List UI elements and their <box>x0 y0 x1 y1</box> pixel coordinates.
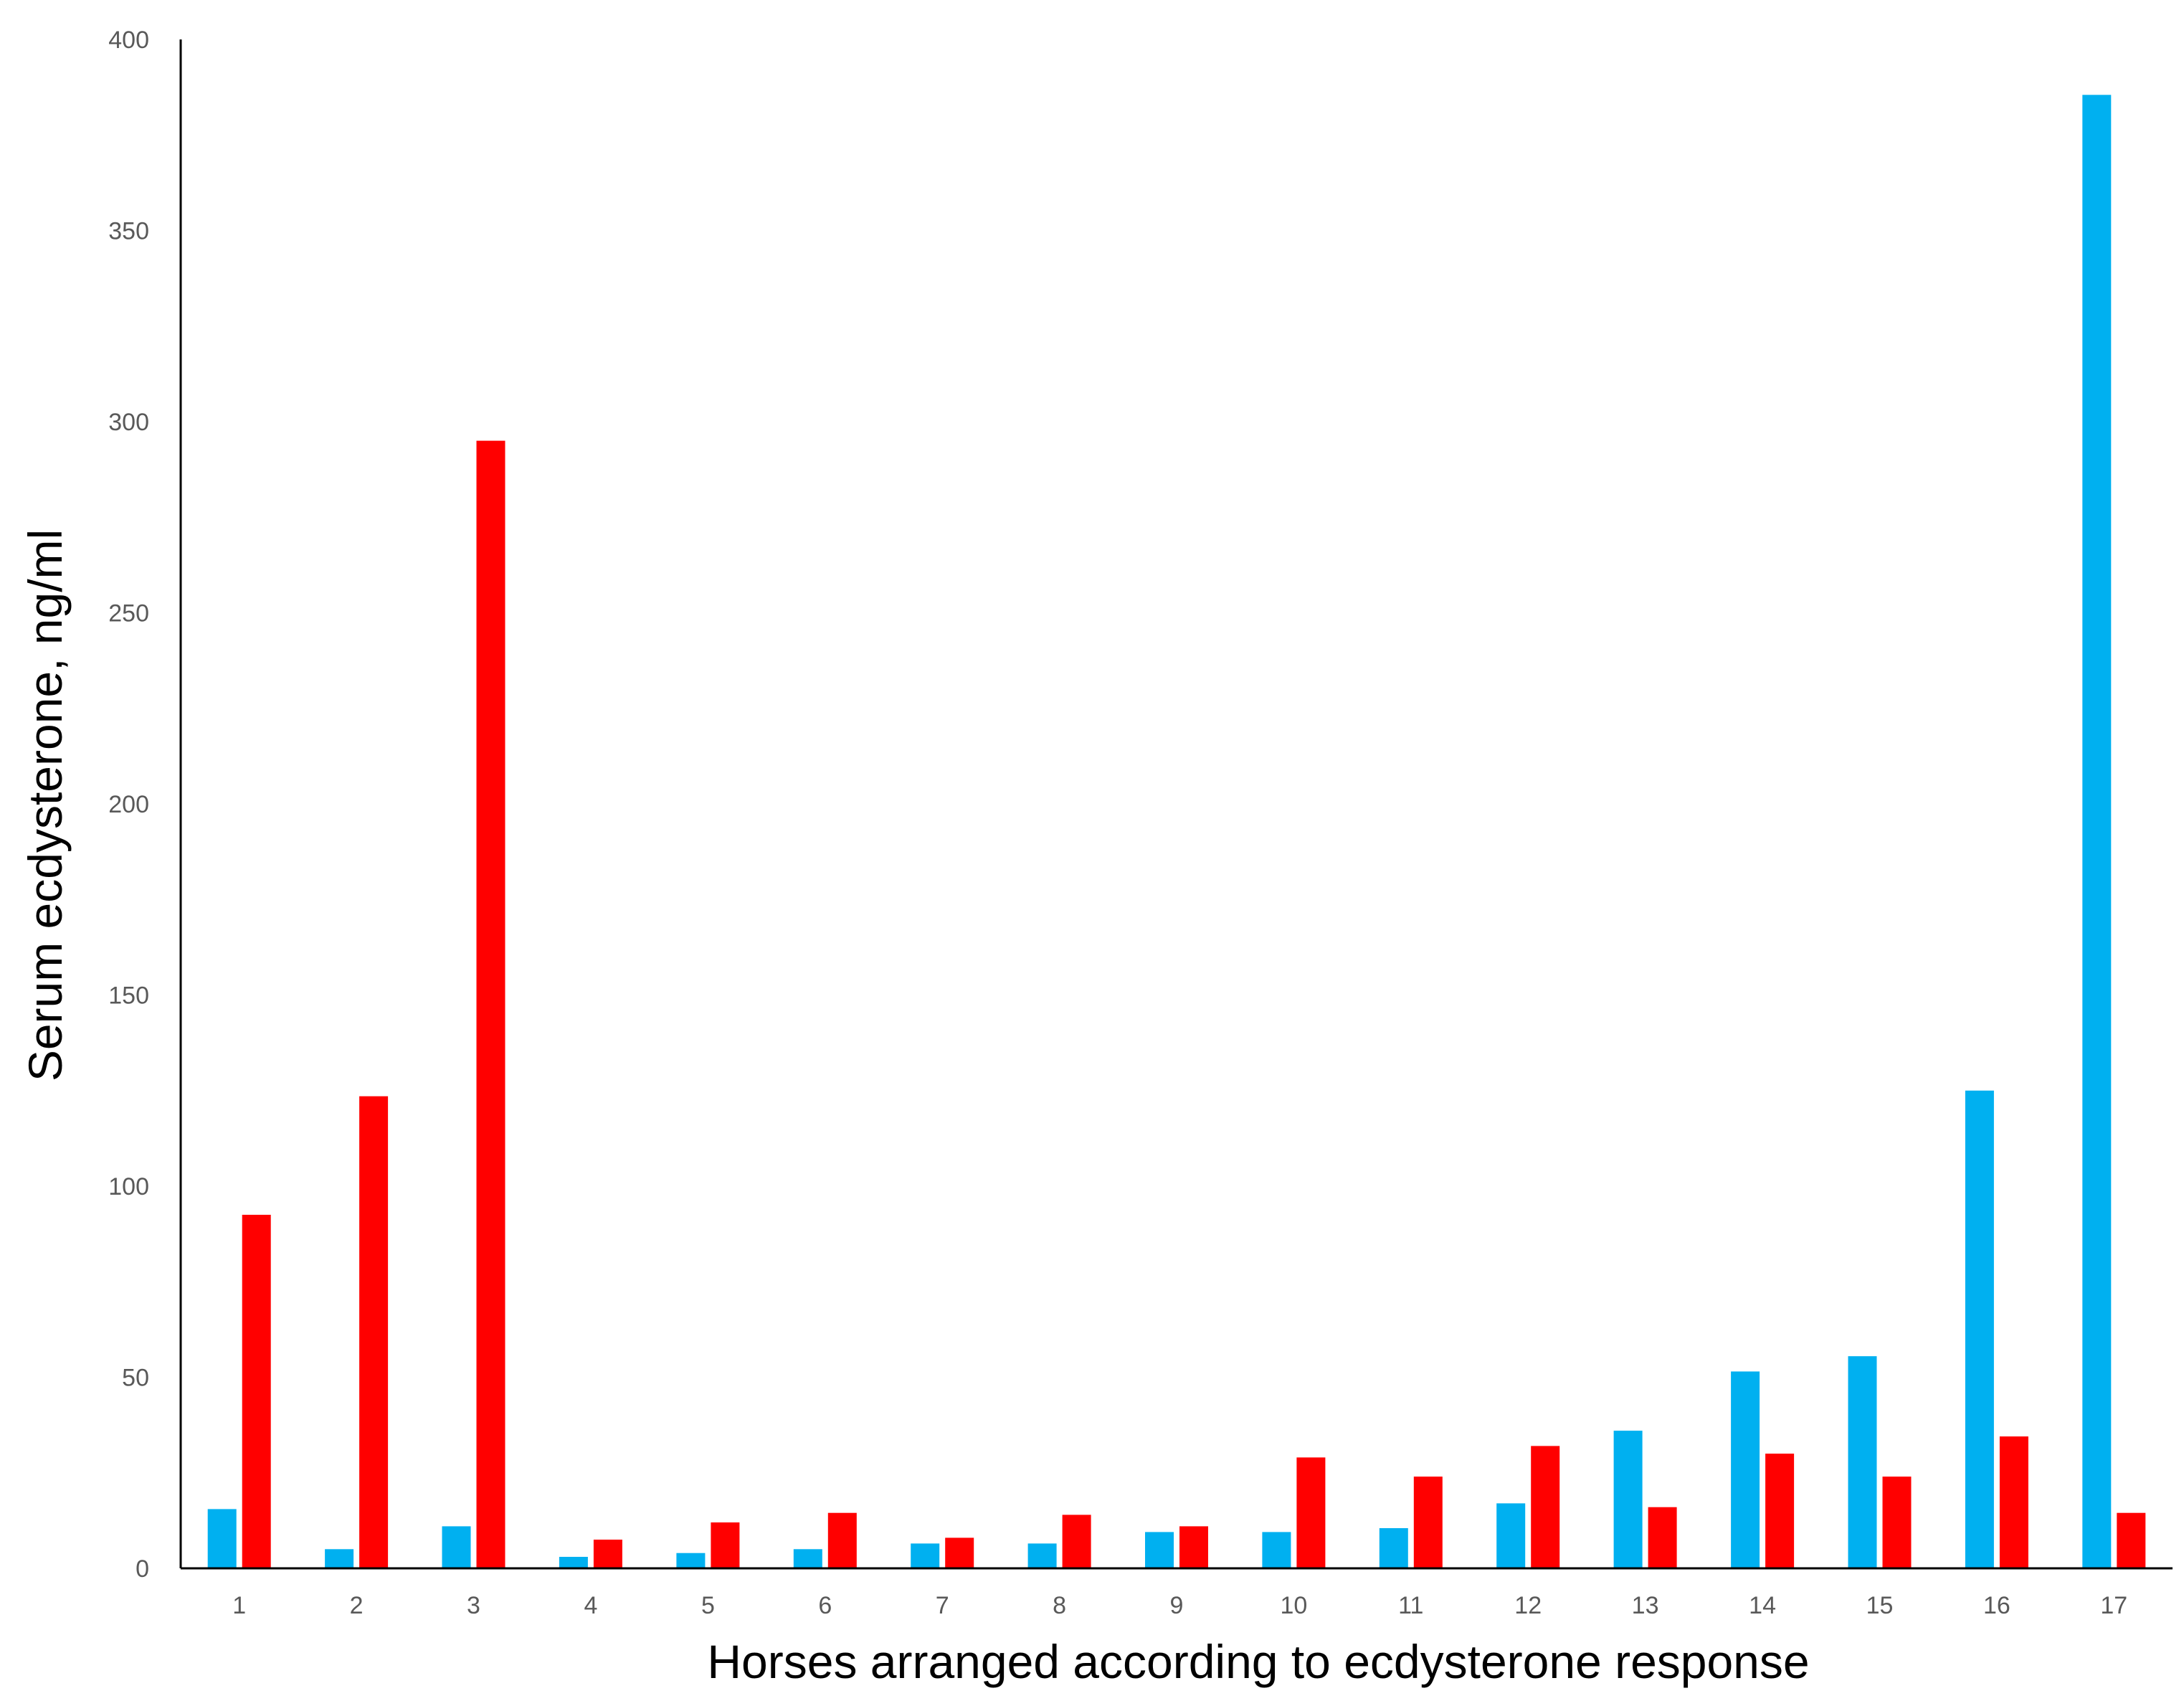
bar-series2-horse-4 <box>593 1540 622 1568</box>
y-tick-label: 200 <box>108 791 149 818</box>
bar-series2-horse-15 <box>1882 1477 1912 1568</box>
y-tick-label: 350 <box>108 218 149 245</box>
x-axis-title: Horses arranged according to ecdysterone… <box>707 1635 1809 1688</box>
x-tick-label: 7 <box>936 1592 949 1619</box>
bar-series2-horse-8 <box>1062 1515 1091 1568</box>
y-axis-title: Serum ecdysterone, ng/ml <box>19 529 72 1081</box>
x-tick-label: 9 <box>1170 1592 1184 1619</box>
bar-series1-horse-5 <box>676 1553 706 1568</box>
x-tick-label: 4 <box>584 1592 597 1619</box>
bar-series2-horse-1 <box>242 1215 271 1568</box>
y-tick-label: 250 <box>108 600 149 627</box>
bar-series1-horse-10 <box>1262 1532 1291 1568</box>
bar-series2-horse-12 <box>1531 1446 1560 1568</box>
x-tick-label: 2 <box>350 1592 364 1619</box>
bar-series1-horse-12 <box>1496 1503 1526 1568</box>
bar-series2-horse-10 <box>1296 1457 1326 1568</box>
bar-series1-horse-7 <box>911 1543 940 1568</box>
bar-series1-horse-2 <box>325 1549 354 1568</box>
bar-series1-horse-15 <box>1848 1356 1877 1568</box>
x-tick-label: 8 <box>1053 1592 1066 1619</box>
x-tick-label: 11 <box>1398 1592 1423 1619</box>
x-tick-label: 10 <box>1280 1592 1307 1619</box>
bar-series1-horse-13 <box>1613 1431 1643 1568</box>
bar-series1-horse-6 <box>793 1549 822 1568</box>
bar-series2-horse-6 <box>827 1512 857 1568</box>
bar-series2-horse-16 <box>1999 1436 2028 1568</box>
x-tick-label: 16 <box>1983 1592 2010 1619</box>
bar-series2-horse-14 <box>1765 1454 1795 1568</box>
bar-series1-horse-3 <box>442 1526 471 1568</box>
x-tick-label: 6 <box>818 1592 832 1619</box>
bar-series2-horse-17 <box>2117 1512 2146 1568</box>
x-tick-label: 5 <box>701 1592 715 1619</box>
y-tick-label: 0 <box>136 1555 149 1583</box>
bar-series2-horse-7 <box>945 1537 974 1568</box>
bars-layer <box>207 95 2146 1569</box>
x-tick-label: 1 <box>232 1592 246 1619</box>
bar-series2-horse-3 <box>476 440 505 1568</box>
bar-series1-horse-11 <box>1379 1528 1408 1568</box>
bar-series2-horse-5 <box>711 1522 740 1568</box>
bar-series1-horse-9 <box>1145 1532 1174 1568</box>
bar-series1-horse-1 <box>207 1509 237 1568</box>
bar-series1-horse-8 <box>1027 1543 1057 1568</box>
y-tick-label: 150 <box>108 982 149 1010</box>
bar-series2-horse-2 <box>359 1096 389 1568</box>
y-tick-label: 100 <box>108 1173 149 1200</box>
bar-series2-horse-9 <box>1179 1526 1208 1568</box>
x-tick-labels: 1 2 3 4 5 6 7 8 9 10 11 12 13 14 15 16 17 <box>232 1592 2127 1619</box>
y-tick-label: 50 <box>122 1365 149 1392</box>
x-tick-label: 3 <box>467 1592 480 1619</box>
bar-series1-horse-14 <box>1731 1371 1760 1568</box>
y-tick-label: 400 <box>108 27 149 54</box>
x-tick-label: 15 <box>1866 1592 1894 1619</box>
x-tick-label: 12 <box>1514 1592 1542 1619</box>
y-tick-label: 300 <box>108 409 149 436</box>
bar-series1-horse-17 <box>2082 95 2112 1568</box>
x-tick-label: 17 <box>2100 1592 2127 1619</box>
bar-series1-horse-4 <box>559 1557 588 1568</box>
y-tick-labels: 0 50 100 150 200 250 300 350 400 <box>108 27 149 1583</box>
bar-series1-horse-16 <box>1965 1090 1994 1569</box>
bar-series2-horse-11 <box>1413 1477 1443 1568</box>
x-tick-label: 14 <box>1749 1592 1776 1619</box>
bar-series2-horse-13 <box>1648 1507 1677 1568</box>
x-tick-label: 13 <box>1632 1592 1659 1619</box>
